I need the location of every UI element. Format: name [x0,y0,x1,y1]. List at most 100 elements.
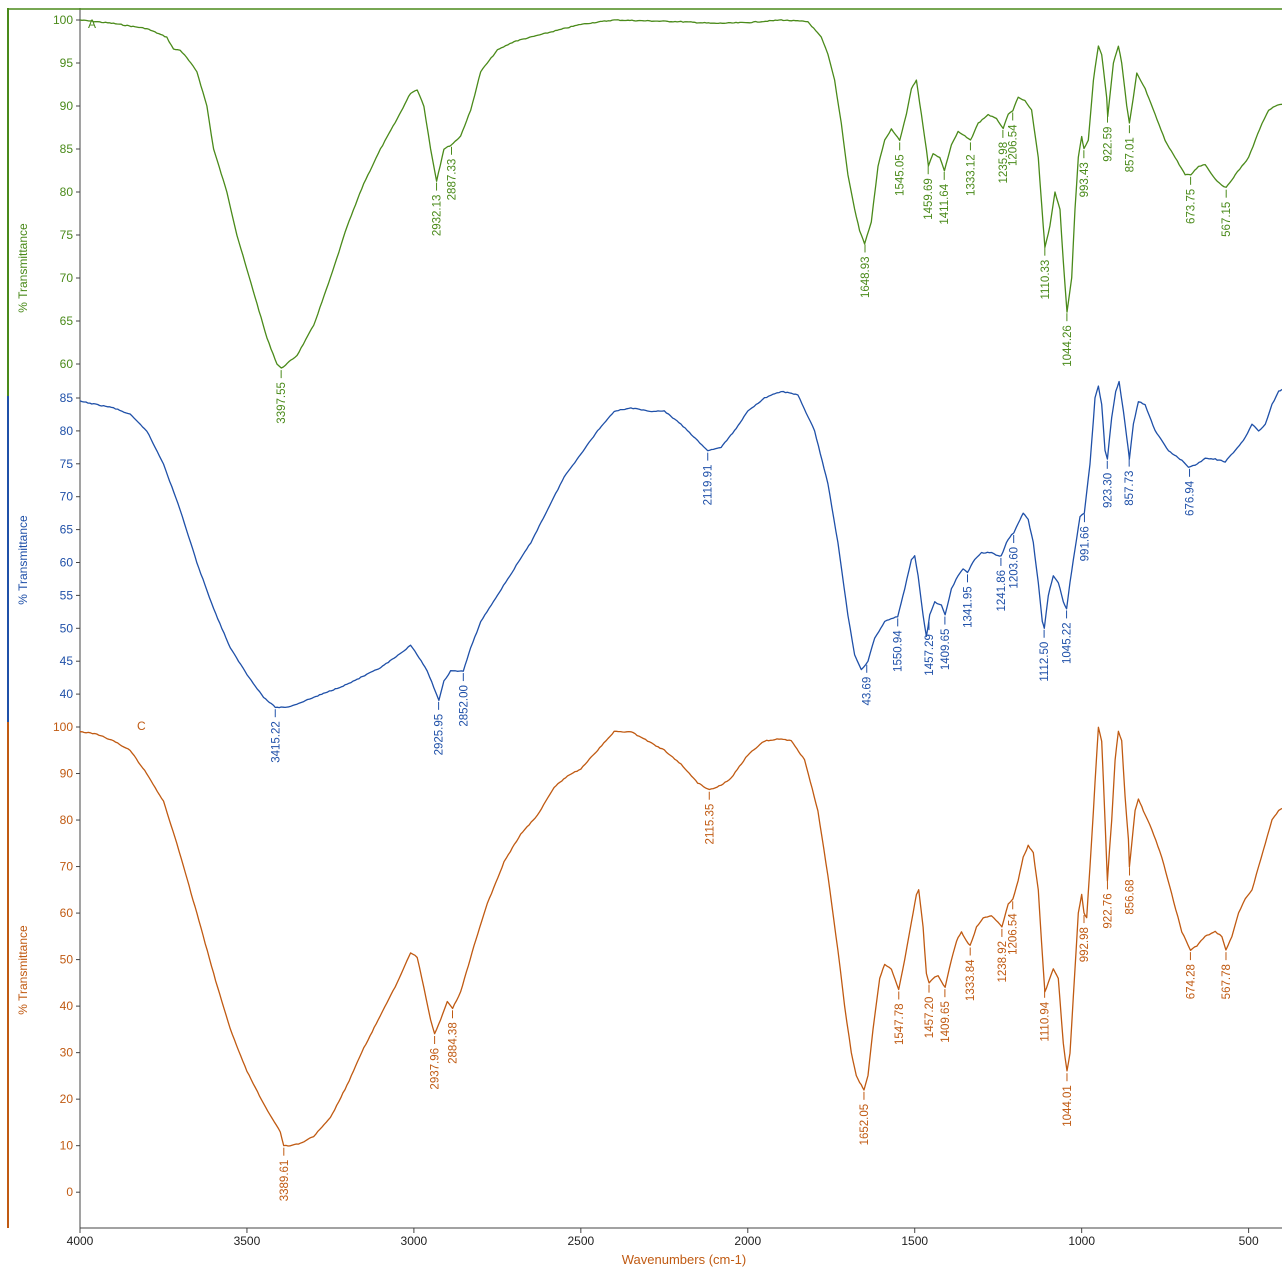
spectrum-line [79,726,1282,1147]
peak-label: 1550.94 [893,630,905,672]
peak-label: 1206.54 [1008,913,1020,955]
y-tick-label: 60 [60,556,74,570]
peak-label: 992.98 [1079,927,1091,962]
y-tick-label: 65 [60,314,74,328]
peak-label: 1457.29 [924,634,936,676]
peak-label: 2115.35 [704,804,716,845]
y-tick-label: 75 [60,457,74,471]
peak-label: 1241.86 [996,570,1008,612]
peak-label: 2884.38 [447,1022,459,1064]
peak-label: 922.76 [1102,893,1114,928]
y-tick-label: 0 [66,1185,73,1199]
peak-label: 1045.22 [1062,622,1074,664]
y-tick-label: 40 [60,999,74,1013]
x-tick-label: 3500 [234,1234,261,1248]
x-tick-label: 4000 [67,1234,94,1248]
x-axis: 4000 3500 3000 2500 2000 1500 1000 500 [67,1227,1282,1248]
y-tick-label: 85 [60,142,74,156]
y-tick-label: 85 [60,391,74,405]
peak-label: 1547.78 [894,1003,906,1045]
panel-2: 85 80 75 70 65 60 55 50 45 40 % Transmittance 3415.… [7,380,1282,763]
peak-label: 993.43 [1079,162,1091,197]
y-tick-label: 60 [60,357,74,371]
y-tick-label: 45 [60,654,74,668]
x-tick-label: 2500 [567,1234,594,1248]
peak-label: 1110.33 [1040,260,1052,300]
peak-label: 1652.05 [859,1104,871,1146]
y-tick-label: 70 [60,271,74,285]
peak-label: 2937.96 [430,1048,442,1090]
y-tick-label: 70 [60,860,74,874]
panel-1: 100 95 90 85 80 75 70 65 60 % Transmittance A 3397.… [7,8,1282,424]
x-tick-label: 1500 [901,1234,928,1248]
peak-label: 1409.65 [940,629,952,671]
peak-label: 674.28 [1185,964,1197,999]
y-tick-label: 60 [60,906,74,920]
y-tick-label: 30 [60,1046,74,1060]
peak-label: 857.01 [1124,137,1136,172]
y-tick-label: 75 [60,228,74,242]
series-name: A [88,17,96,31]
y-tick-label: 80 [60,424,74,438]
y-tick-label: 55 [60,588,74,602]
peak-label: 923.30 [1102,473,1114,508]
y-tick-label: 90 [60,767,74,781]
peak-label: 567.15 [1221,202,1233,237]
series-name: C [137,719,146,733]
y-tick-label: 70 [60,490,74,504]
x-tick-label: 500 [1239,1234,1259,1248]
peak-label: 856.68 [1125,879,1137,914]
peak-label: 1333.12 [965,154,977,196]
peak-label: 922.59 [1103,127,1115,162]
x-tick-label: 2000 [734,1234,761,1248]
peak-label: 567.78 [1221,964,1233,999]
peak-label: 1545.05 [895,154,907,196]
peak-label: 3389.61 [279,1160,291,1202]
y-tick-label: 100 [53,720,73,734]
peak-label: 991.66 [1079,526,1091,561]
peak-label: 1110.94 [1040,1001,1052,1041]
y-tick-label: 95 [60,56,74,70]
peak-label: 43.69 [862,677,874,706]
x-tick-label: 3000 [401,1234,428,1248]
x-axis-label: Wavenumbers (cm-1) [622,1252,746,1267]
y-tick-label: 10 [60,1139,74,1153]
y-tick-label: 100 [53,13,73,27]
y-axis-label: % Transmittance [16,925,30,1015]
peak-label: 3397.55 [276,382,288,424]
peak-label: 2119.91 [703,465,715,506]
peak-label: 1457.20 [924,997,936,1039]
peak-label: 2925.95 [434,714,446,756]
peak-label: 2932.13 [432,195,444,237]
peak-label: 1238.92 [997,941,1009,983]
peak-label: 1112.50 [1039,642,1051,682]
y-tick-label: 80 [60,185,74,199]
peak-label: 676.94 [1185,480,1197,516]
y-tick-label: 40 [60,687,74,701]
peak-label: 1341.95 [962,586,974,628]
peak-label: 673.75 [1186,189,1198,224]
peak-label: 1333.84 [965,959,977,1001]
peak-label: 1203.60 [1009,547,1021,589]
y-tick-label: 50 [60,621,74,635]
y-tick-label: 20 [60,1092,74,1106]
peak-label: 1235.98 [998,142,1010,184]
peak-label: 2852.00 [458,685,470,727]
y-tick-label: 65 [60,523,74,537]
y-tick-label: 90 [60,99,74,113]
spectrum-line [79,19,1282,369]
spectrum-line [79,380,1282,709]
peak-label: 1206.54 [1008,124,1020,166]
peak-label: 1044.26 [1062,325,1074,367]
peak-label: 1409.65 [940,1001,952,1043]
peak-label: 2887.33 [447,159,459,201]
y-axis-label: % Transmittance [16,223,30,313]
peak-label: 1459.69 [923,178,935,220]
peak-label: 1648.93 [860,256,872,298]
y-tick-label: 50 [60,953,74,967]
x-tick-label: 1000 [1068,1234,1095,1248]
peak-label: 857.73 [1124,471,1136,506]
